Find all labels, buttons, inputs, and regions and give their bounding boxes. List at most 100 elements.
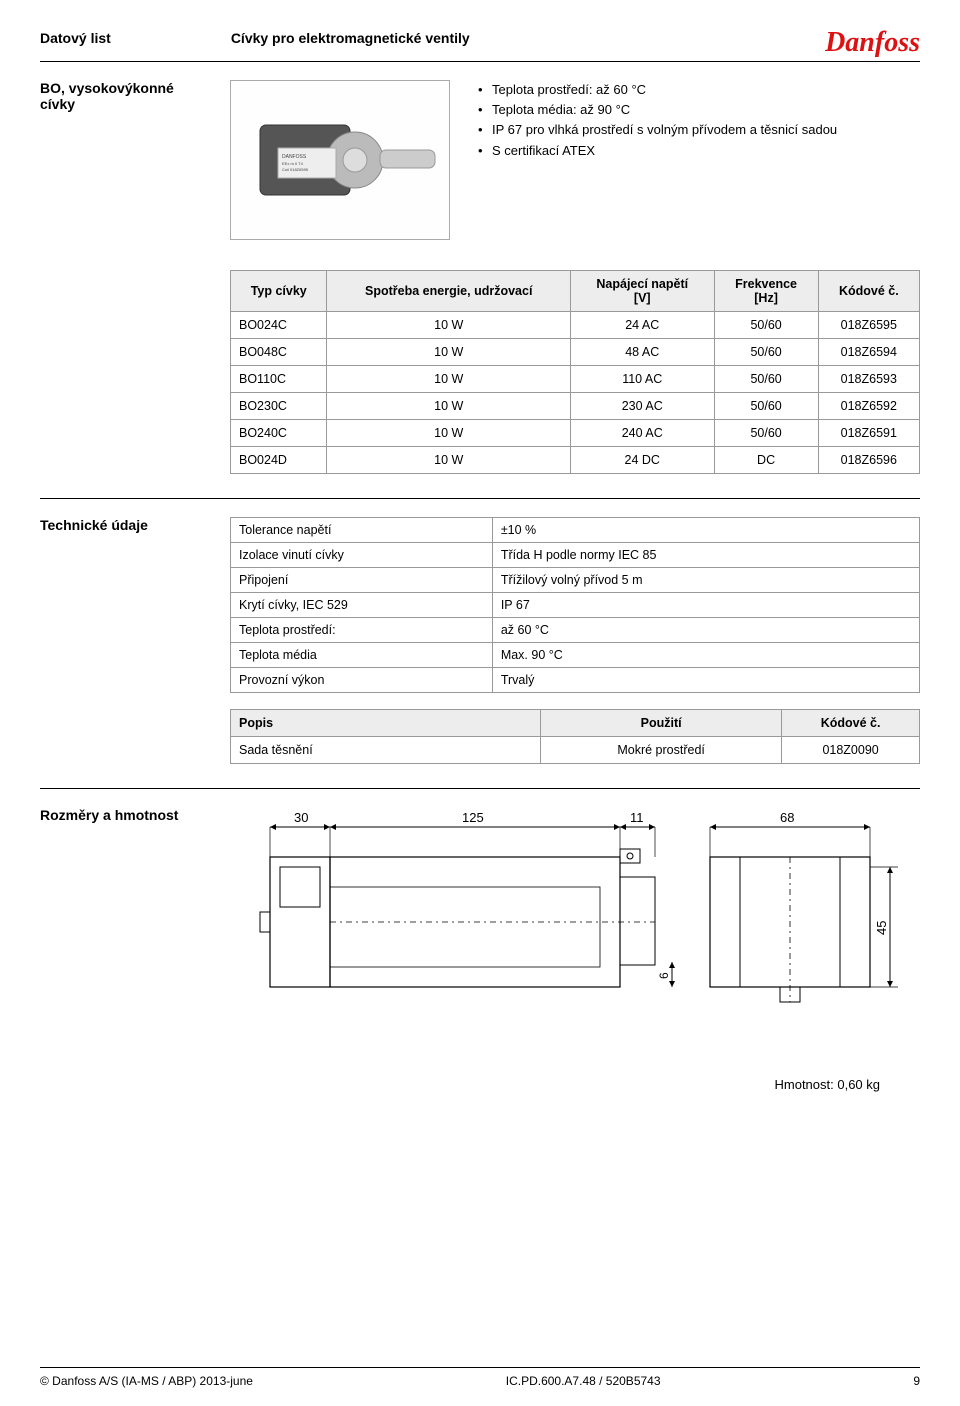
cell-code: 018Z6596 [818,447,919,474]
dimensions-section: Rozměry a hmotnost 30 125 [40,807,920,1092]
page-header: Datový list Cívky pro elektromagnetické … [40,30,920,62]
footer-left: © Danfoss A/S (IA-MS / ABP) 2013-june [40,1374,253,1388]
table-row: Krytí cívky, IEC 529IP 67 [231,593,920,618]
dim-30: 30 [294,810,308,825]
dim-45: 45 [874,921,889,935]
table-row: BO110C10 W110 AC50/60018Z6593 [231,366,920,393]
table-row: Teplota médiaMax. 90 °C [231,643,920,668]
cell-power: 10 W [327,312,571,339]
cell-code: 018Z6594 [818,339,919,366]
table-row: Sada těsnění Mokré prostředí 018Z0090 [231,737,920,764]
intro-section: BO, vysokovýkonné cívky DANFOSS EEx m II… [40,80,920,240]
cell-type: BO024D [231,447,327,474]
cell-freq: 50/60 [714,339,818,366]
feature-bullets: Teplota prostředí: až 60 °C Teplota médi… [474,80,837,161]
cell-voltage: 240 AC [570,420,714,447]
cell-voltage: 230 AC [570,393,714,420]
spec-key: Připojení [231,568,493,593]
footer-center: IC.PD.600.A7.48 / 520B5743 [506,1374,661,1388]
cell-freq: 50/60 [714,420,818,447]
popis-table: Popis Použití Kódové č. Sada těsnění Mok… [230,709,920,764]
cell-freq: DC [714,447,818,474]
spec-value: Trvalý [492,668,919,693]
brand-logo: Danfoss [825,30,920,55]
th-freq: Frekvence [Hz] [714,271,818,312]
cell-freq: 50/60 [714,312,818,339]
cell-type: BO240C [231,420,327,447]
table-row: Tolerance napětí±10 % [231,518,920,543]
table-row: BO048C10 W48 AC50/60018Z6594 [231,339,920,366]
dim-68: 68 [780,810,794,825]
dimension-diagram: 30 125 11 [250,807,910,1067]
table-row: BO230C10 W230 AC50/60018Z6592 [231,393,920,420]
cell-voltage: 24 DC [570,447,714,474]
cell-power: 10 W [327,339,571,366]
table-row: PřipojeníTřížilový volný přívod 5 m [231,568,920,593]
section-heading: BO, vysokovýkonné cívky [40,80,210,240]
section-heading: Rozměry a hmotnost [40,807,210,1092]
dim-11: 11 [630,810,644,825]
spec-key: Krytí cívky, IEC 529 [231,593,493,618]
spec-key: Teplota prostředí: [231,618,493,643]
cell-code: 018Z6591 [818,420,919,447]
dim-6: 6 [657,972,671,979]
section-heading: Technické údaje [40,517,210,764]
footer-right: 9 [913,1374,920,1388]
product-image: DANFOSS EEx m II T4 Coil 018Z6595 [230,80,450,240]
table-row: Izolace vinutí cívkyTřída H podle normy … [231,543,920,568]
cell-type: BO110C [231,366,327,393]
th-code: Kódové č. [782,710,920,737]
table-row: Teplota prostředí:až 60 °C [231,618,920,643]
cell-code: 018Z6593 [818,366,919,393]
bullet-item: Teplota média: až 90 °C [478,100,837,120]
cell-voltage: 48 AC [570,339,714,366]
spec-value: Třída H podle normy IEC 85 [492,543,919,568]
spec-value: Třížilový volný přívod 5 m [492,568,919,593]
spec-value: Max. 90 °C [492,643,919,668]
doc-title: Cívky pro elektromagnetické ventily [231,30,470,46]
cell-code: 018Z0090 [782,737,920,764]
coil-table: Typ cívky Spotřeba energie, udržovací Na… [230,270,920,474]
cell-use: Mokré prostředí [541,737,782,764]
cell-code: 018Z6595 [818,312,919,339]
cell-freq: 50/60 [714,366,818,393]
svg-text:DANFOSS: DANFOSS [282,154,307,160]
bullet-item: IP 67 pro vlhká prostředí s volným přívo… [478,120,837,140]
table-row: Provozní výkonTrvalý [231,668,920,693]
cell-desc: Sada těsnění [231,737,541,764]
tech-section: Technické údaje Tolerance napětí±10 %Izo… [40,517,920,764]
cell-power: 10 W [327,447,571,474]
spec-key: Provozní výkon [231,668,493,693]
spec-key: Tolerance napětí [231,518,493,543]
th-use: Použití [541,710,782,737]
cell-voltage: 110 AC [570,366,714,393]
spec-value: IP 67 [492,593,919,618]
spec-table: Tolerance napětí±10 %Izolace vinutí cívk… [230,517,920,693]
th-desc: Popis [231,710,541,737]
cell-type: BO024C [231,312,327,339]
th-voltage: Napájecí napětí [V] [570,271,714,312]
th-type: Typ cívky [231,271,327,312]
cell-power: 10 W [327,393,571,420]
th-code: Kódové č. [818,271,919,312]
th-power: Spotřeba energie, udržovací [327,271,571,312]
bullet-item: Teplota prostředí: až 60 °C [478,80,837,100]
svg-text:EEx m II T4: EEx m II T4 [282,161,304,166]
cell-power: 10 W [327,366,571,393]
cell-type: BO230C [231,393,327,420]
bullet-item: S certifikací ATEX [478,141,837,161]
cell-power: 10 W [327,420,571,447]
table-row: BO024D10 W24 DCDC018Z6596 [231,447,920,474]
table-row: BO024C10 W24 AC50/60018Z6595 [231,312,920,339]
cell-type: BO048C [231,339,327,366]
svg-text:Coil 018Z6595: Coil 018Z6595 [282,167,309,172]
spec-value: až 60 °C [492,618,919,643]
cell-voltage: 24 AC [570,312,714,339]
spec-value: ±10 % [492,518,919,543]
page-footer: © Danfoss A/S (IA-MS / ABP) 2013-june IC… [40,1367,920,1388]
doc-type: Datový list [40,30,111,46]
spec-key: Teplota média [231,643,493,668]
weight-label: Hmotnost: 0,60 kg [230,1077,920,1092]
cell-freq: 50/60 [714,393,818,420]
dim-125: 125 [462,810,484,825]
